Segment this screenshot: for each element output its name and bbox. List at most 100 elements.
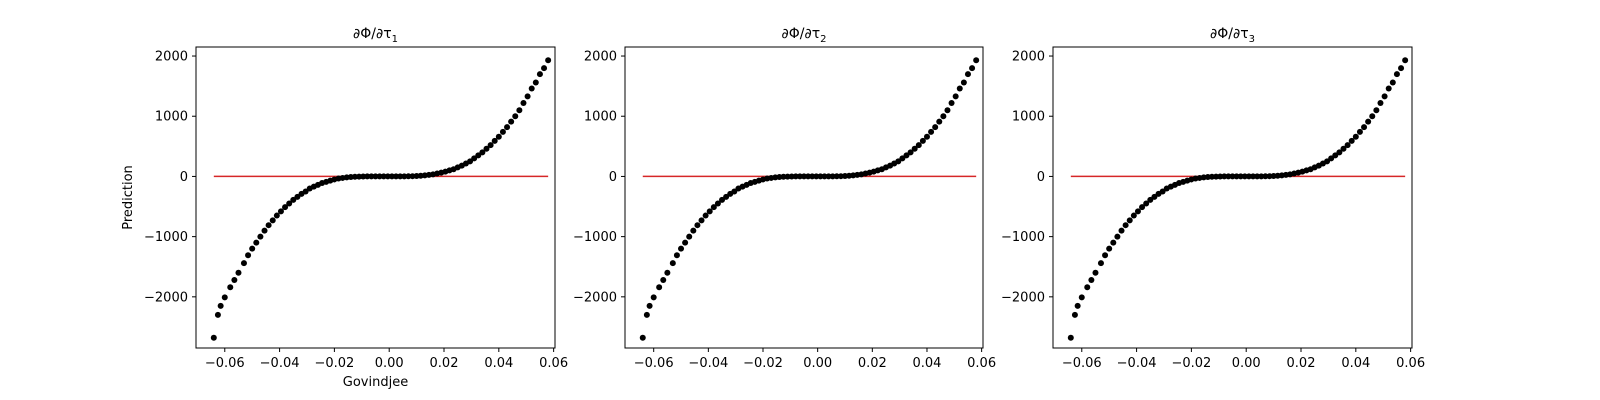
data-point	[694, 222, 701, 229]
data-point	[1143, 200, 1150, 207]
chart-title-main: ∂Φ/∂τ	[781, 26, 820, 42]
data-point	[221, 294, 228, 301]
data-point	[805, 173, 812, 180]
x-tick-label: −0.06	[1062, 356, 1102, 371]
data-point	[1139, 204, 1146, 211]
x-tick-label: 0.06	[539, 356, 568, 371]
data-point	[1344, 142, 1351, 149]
data-point	[1110, 239, 1117, 246]
data-point	[1385, 85, 1392, 92]
data-point	[1088, 276, 1095, 283]
data-point	[261, 227, 268, 234]
data-point	[1381, 93, 1388, 100]
data-point	[483, 145, 490, 152]
data-point	[923, 133, 930, 140]
chart-title-subscript: 3	[1249, 34, 1255, 45]
data-point	[1071, 311, 1078, 318]
data-point	[1102, 252, 1109, 259]
data-point	[690, 227, 697, 234]
data-point	[669, 260, 676, 267]
data-point	[1084, 284, 1091, 291]
x-tick-label: −0.02	[1171, 356, 1211, 371]
data-point	[257, 233, 264, 240]
data-point	[302, 188, 309, 195]
data-point	[1147, 196, 1154, 203]
data-point	[364, 173, 371, 180]
data-point	[643, 311, 650, 318]
x-tick-label: −0.06	[634, 356, 674, 371]
data-point	[380, 173, 387, 180]
data-point	[1126, 217, 1133, 224]
data-point	[673, 252, 680, 259]
data-point	[1393, 71, 1400, 78]
data-point	[499, 128, 506, 135]
data-point	[532, 79, 539, 86]
y-tick-label: −2000	[573, 290, 617, 305]
data-point	[1336, 149, 1343, 156]
data-point	[1097, 260, 1104, 267]
data-point	[903, 152, 910, 159]
data-point	[907, 149, 914, 156]
data-point	[639, 334, 646, 341]
x-tick-label: 0.02	[430, 356, 459, 371]
data-point	[821, 173, 828, 180]
data-point	[723, 193, 730, 200]
data-point	[1361, 124, 1368, 131]
data-point	[650, 294, 657, 301]
data-point	[686, 233, 693, 240]
data-point	[1134, 208, 1141, 215]
y-tick-label: 1000	[1012, 110, 1045, 125]
axes-frame	[1052, 46, 1413, 349]
data-point	[528, 85, 535, 92]
data-point	[286, 200, 293, 207]
data-point	[393, 173, 400, 180]
x-tick-label: 0.00	[1232, 356, 1261, 371]
data-point	[895, 158, 902, 165]
data-point	[1348, 137, 1355, 144]
data-point	[269, 217, 276, 224]
data-point	[813, 173, 820, 180]
y-tick-label: 2000	[584, 50, 617, 65]
data-point	[214, 311, 221, 318]
data-point	[1106, 245, 1113, 252]
y-tick-label: 1000	[155, 110, 188, 125]
data-point	[1389, 79, 1396, 86]
data-point	[508, 118, 515, 125]
x-tick-label: −0.02	[743, 356, 783, 371]
x-tick-label: 0.02	[858, 356, 887, 371]
data-point	[944, 107, 951, 114]
data-point	[706, 208, 713, 215]
data-point	[388, 173, 395, 180]
data-point	[294, 193, 301, 200]
data-point	[1151, 193, 1158, 200]
x-axis-label: Govindjee	[343, 375, 408, 390]
data-point	[524, 93, 531, 100]
data-point	[940, 113, 947, 120]
data-point	[792, 173, 799, 180]
data-point	[1130, 212, 1137, 219]
x-tick-label: 0.02	[1287, 356, 1316, 371]
data-point	[796, 173, 803, 180]
data-point	[545, 57, 552, 64]
data-point	[801, 173, 807, 180]
data-point	[911, 145, 918, 152]
data-point	[1324, 158, 1331, 165]
data-point	[956, 85, 963, 92]
data-point	[817, 173, 824, 180]
data-point	[217, 302, 224, 309]
data-point	[1365, 118, 1372, 125]
data-point	[487, 142, 494, 149]
y-tick-label: −1000	[573, 230, 617, 245]
data-point	[541, 65, 548, 72]
data-point	[376, 173, 383, 180]
data-point	[1369, 113, 1376, 120]
x-tick-label: −0.04	[1117, 356, 1157, 371]
data-point	[368, 173, 375, 180]
data-point	[1237, 173, 1244, 180]
y-tick-label: 1000	[584, 110, 617, 125]
data-point	[512, 113, 519, 120]
y-tick-label: 2000	[1012, 50, 1045, 65]
data-point	[245, 252, 252, 259]
data-point	[372, 173, 379, 180]
chart-title: ∂Φ/∂τ3	[1210, 26, 1255, 45]
